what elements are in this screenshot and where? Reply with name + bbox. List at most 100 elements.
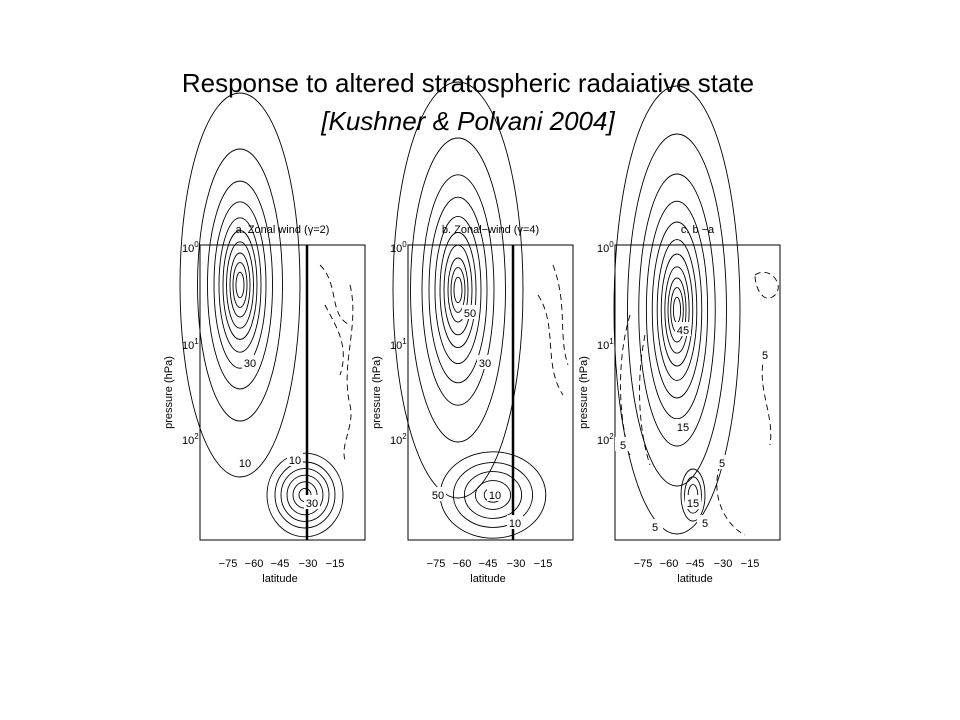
label-bg bbox=[757, 347, 773, 361]
y-tick-label: 101 bbox=[390, 337, 407, 352]
y-axis-label: pressure (hPa) bbox=[371, 356, 383, 429]
tick-exponent: 1 bbox=[194, 337, 199, 346]
contour-label: 30 bbox=[479, 358, 491, 370]
contour-label: 15 bbox=[687, 498, 699, 510]
x-tick-label: −75 bbox=[634, 558, 653, 570]
contour bbox=[664, 266, 690, 354]
tick-exponent: 2 bbox=[194, 432, 199, 441]
x-tick-label: −75 bbox=[219, 558, 238, 570]
contour bbox=[443, 244, 473, 336]
contour bbox=[235, 271, 245, 299]
tick-base: 10 bbox=[390, 340, 402, 352]
tick-exponent: 1 bbox=[402, 337, 407, 346]
contour-dashed bbox=[537, 294, 564, 396]
contour-dashed bbox=[639, 334, 651, 466]
contour bbox=[222, 230, 258, 340]
label-bg bbox=[697, 515, 713, 529]
contours bbox=[392, 81, 569, 540]
panel: b. Zonal−wind (γ=4)5030105010100101102pr… bbox=[371, 81, 574, 585]
contour-label: 15 bbox=[677, 422, 689, 434]
label-bg bbox=[507, 515, 523, 529]
tick-exponent: 0 bbox=[194, 240, 199, 249]
contour-label: 30 bbox=[306, 498, 318, 510]
contour bbox=[421, 174, 495, 406]
x-tick-label: −45 bbox=[271, 558, 290, 570]
slide-title: Response to altered stratospheric radaia… bbox=[182, 68, 754, 98]
contour bbox=[651, 221, 703, 399]
y-tick-label: 100 bbox=[597, 240, 614, 255]
x-axis-label: latitude bbox=[677, 573, 712, 585]
x-tick-label: −60 bbox=[660, 558, 679, 570]
tick-base: 10 bbox=[182, 435, 194, 447]
tick-base: 10 bbox=[597, 340, 609, 352]
label-bg bbox=[487, 487, 503, 501]
tick-exponent: 2 bbox=[402, 432, 407, 441]
label-bg bbox=[647, 519, 663, 533]
contour bbox=[410, 137, 506, 443]
contour bbox=[627, 133, 727, 487]
contour bbox=[453, 276, 463, 304]
x-tick-label: −15 bbox=[534, 558, 553, 570]
slide-subtitle: [Kushner & Polvani 2004] bbox=[320, 106, 615, 136]
x-axis-label: latitude bbox=[262, 573, 297, 585]
contour-dashed bbox=[552, 264, 569, 366]
contour bbox=[474, 480, 512, 510]
label-bg bbox=[430, 487, 446, 501]
contour bbox=[463, 471, 523, 519]
label-bg bbox=[304, 495, 320, 509]
panel-title: b. Zonal−wind (γ=4) bbox=[442, 224, 539, 236]
contour bbox=[280, 468, 330, 522]
y-tick-label: 101 bbox=[597, 337, 614, 352]
contour bbox=[226, 241, 254, 329]
y-tick-label: 102 bbox=[182, 432, 199, 447]
y-tick-label: 101 bbox=[182, 337, 199, 352]
contour bbox=[450, 267, 466, 313]
contour-label: 45 bbox=[677, 325, 689, 337]
contour bbox=[613, 85, 741, 535]
label-bg bbox=[714, 455, 730, 469]
tick-base: 10 bbox=[182, 340, 194, 352]
contour-label: 10 bbox=[239, 458, 251, 470]
contour bbox=[207, 180, 273, 390]
contour-dashed bbox=[761, 354, 772, 446]
x-tick-label: −60 bbox=[453, 558, 472, 570]
y-axis-label: pressure (hPa) bbox=[578, 356, 590, 429]
contour-label: 5 bbox=[702, 518, 708, 530]
label-bg bbox=[287, 452, 303, 466]
plot-frame bbox=[407, 244, 574, 541]
plot-frame bbox=[199, 244, 366, 541]
contour-label: 5 bbox=[652, 522, 658, 534]
contour-dashed bbox=[319, 264, 351, 326]
contour bbox=[218, 217, 262, 353]
tick-exponent: 2 bbox=[609, 432, 614, 441]
tick-base: 10 bbox=[390, 243, 402, 255]
contour-dashed bbox=[620, 314, 631, 456]
contour-label: 30 bbox=[244, 358, 256, 370]
y-tick-label: 102 bbox=[390, 432, 407, 447]
contour bbox=[266, 452, 344, 538]
x-tick-label: −45 bbox=[686, 558, 705, 570]
contour-label: 10 bbox=[509, 518, 521, 530]
x-tick-label: −30 bbox=[299, 558, 318, 570]
tick-exponent: 0 bbox=[402, 240, 407, 249]
contour-label: 5 bbox=[719, 458, 725, 470]
contour-dashed bbox=[754, 272, 779, 299]
contour bbox=[286, 474, 324, 516]
tick-exponent: 0 bbox=[609, 240, 614, 249]
label-bg bbox=[685, 495, 701, 509]
y-tick-label: 100 bbox=[390, 240, 407, 255]
y-tick-label: 100 bbox=[182, 240, 199, 255]
contour bbox=[434, 215, 482, 365]
tick-base: 10 bbox=[597, 435, 609, 447]
x-axis-label: latitude bbox=[470, 573, 505, 585]
contours bbox=[179, 92, 354, 540]
contour bbox=[447, 257, 469, 323]
contour bbox=[274, 461, 336, 529]
y-axis-label: pressure (hPa) bbox=[163, 356, 175, 429]
x-tick-label: −75 bbox=[427, 558, 446, 570]
contour bbox=[672, 296, 682, 324]
contour bbox=[197, 148, 283, 422]
